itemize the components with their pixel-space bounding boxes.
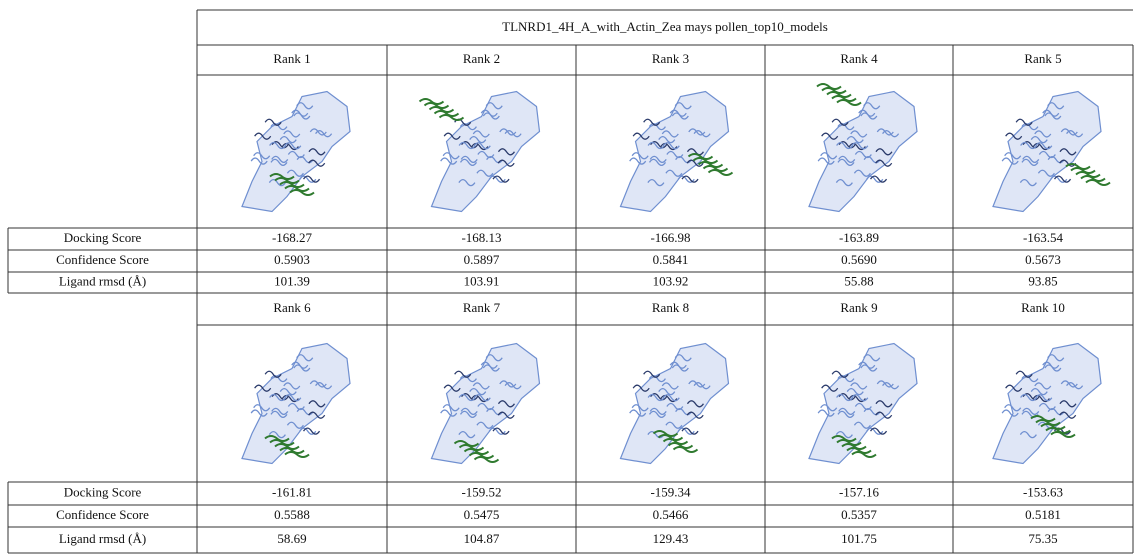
model-image	[993, 344, 1101, 464]
rank-header: Rank 9	[840, 300, 877, 315]
cell-value: 103.91	[464, 273, 500, 288]
protein-backbone	[242, 92, 350, 212]
model-image	[993, 92, 1110, 212]
cell-value: 101.39	[274, 273, 310, 288]
rank-header: Rank 3	[652, 51, 689, 66]
cell-value: 101.75	[841, 531, 877, 546]
table-title: TLNRD1_4H_A_with_Actin_Zea mays pollen_t…	[502, 19, 828, 34]
protein-backbone	[621, 344, 729, 464]
model-image	[809, 84, 917, 212]
cell-value: 58.69	[277, 531, 306, 546]
protein-helix	[1055, 176, 1071, 182]
row-label: Confidence Score	[56, 507, 149, 522]
cell-value: 55.88	[844, 273, 873, 288]
cell-value: 75.35	[1028, 531, 1057, 546]
cell-value: -168.13	[461, 230, 501, 245]
results-table: TLNRD1_4H_A_with_Actin_Zea mays pollen_t…	[0, 0, 1134, 554]
protein-helix	[871, 176, 887, 182]
model-image	[809, 344, 917, 464]
cell-value: 103.92	[653, 273, 689, 288]
model-image	[432, 344, 540, 464]
protein-backbone	[993, 344, 1101, 464]
cell-value: 0.5466	[653, 507, 689, 522]
cell-value: 93.85	[1028, 273, 1057, 288]
cell-value: 0.5903	[274, 252, 310, 267]
protein-helix	[682, 428, 698, 434]
model-image	[420, 92, 540, 212]
rank-header: Rank 5	[1024, 51, 1061, 66]
protein-backbone	[809, 344, 917, 464]
rank-header: Rank 7	[463, 300, 501, 315]
cell-value: 0.5181	[1025, 507, 1061, 522]
cell-value: 104.87	[464, 531, 500, 546]
protein-helix	[304, 176, 320, 182]
rank-header: Rank 6	[273, 300, 311, 315]
cell-value: 0.5588	[274, 507, 310, 522]
cell-value: 0.5475	[464, 507, 500, 522]
cell-value: -153.63	[1023, 484, 1063, 499]
row-label: Docking Score	[64, 484, 142, 499]
cell-value: 0.5673	[1025, 252, 1061, 267]
row-label: Ligand rmsd (Å)	[59, 531, 146, 546]
protein-backbone	[809, 92, 917, 212]
rank-header: Rank 4	[840, 51, 878, 66]
cell-value: -157.16	[839, 484, 880, 499]
protein-helix	[493, 428, 509, 434]
model-image	[242, 92, 350, 212]
model-image	[621, 344, 729, 464]
protein-helix	[682, 176, 698, 182]
cell-value: -159.52	[461, 484, 501, 499]
cell-value: -163.89	[839, 230, 879, 245]
protein-backbone	[621, 92, 729, 212]
protein-helix	[304, 428, 320, 434]
rank-header: Rank 8	[652, 300, 689, 315]
cell-value: 129.43	[653, 531, 689, 546]
protein-helix	[493, 176, 509, 182]
row-label: Ligand rmsd (Å)	[59, 273, 146, 288]
model-image	[242, 344, 350, 464]
cell-value: 0.5690	[841, 252, 877, 267]
row-label: Docking Score	[64, 230, 142, 245]
cell-value: -161.81	[272, 484, 312, 499]
cell-value: 0.5897	[464, 252, 500, 267]
cell-value: -166.98	[650, 230, 690, 245]
rank-header: Rank 2	[463, 51, 500, 66]
cell-value: 0.5357	[841, 507, 877, 522]
cell-value: 0.5841	[653, 252, 689, 267]
cell-value: -159.34	[650, 484, 691, 499]
rank-header: Rank 10	[1021, 300, 1065, 315]
row-label: Confidence Score	[56, 252, 149, 267]
model-image	[621, 92, 733, 212]
protein-backbone	[242, 344, 350, 464]
protein-helix	[871, 428, 887, 434]
protein-backbone	[432, 92, 540, 212]
protein-backbone	[993, 92, 1101, 212]
protein-backbone	[432, 344, 540, 464]
cell-value: -163.54	[1023, 230, 1064, 245]
cell-value: -168.27	[272, 230, 313, 245]
rank-header: Rank 1	[273, 51, 310, 66]
